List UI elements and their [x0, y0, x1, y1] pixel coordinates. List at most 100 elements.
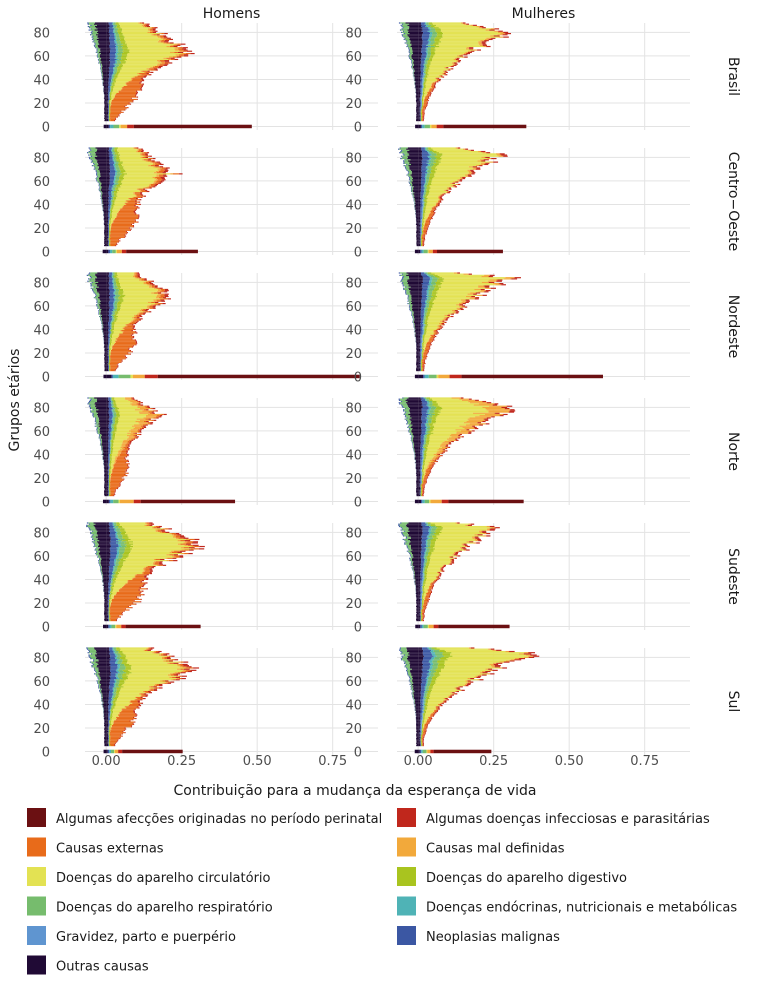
- bar-segment: [423, 219, 427, 221]
- bar-segment: [106, 193, 109, 195]
- bar-segment: [435, 77, 436, 79]
- bar-segment: [111, 341, 116, 343]
- bar-segment: [108, 340, 110, 342]
- bar-segment-negative: [94, 168, 99, 170]
- bar-segment-negative: [98, 313, 101, 315]
- bar-segment-negative: [86, 152, 89, 154]
- bar-segment: [455, 183, 458, 186]
- bar-segment: [112, 321, 115, 323]
- bar-segment-negative: [414, 82, 419, 84]
- bar-segment: [425, 87, 432, 89]
- bar-segment-negative: [411, 187, 413, 189]
- bar-segment: [142, 311, 146, 313]
- bar-segment: [454, 57, 457, 59]
- bar-segment: [113, 27, 117, 29]
- bar-segment: [426, 203, 436, 206]
- bar-segment: [460, 22, 463, 24]
- bar-segment: [421, 51, 427, 53]
- bar-segment: [110, 118, 116, 121]
- bar-segment: [115, 189, 120, 191]
- bar-segment: [116, 294, 121, 296]
- bar-segment: [106, 328, 109, 331]
- bar-segment: [422, 350, 424, 352]
- bar-segment: [418, 364, 420, 366]
- bar-segment-negative: [102, 327, 107, 329]
- bar-segment: [418, 116, 420, 118]
- bar-segment-negative: [413, 74, 415, 76]
- bar-segment-negative: [409, 52, 411, 55]
- bar-segment-negative: [409, 50, 413, 52]
- bar-segment-negative: [409, 23, 419, 25]
- bar-segment: [110, 82, 112, 84]
- bar-segment: [137, 150, 141, 153]
- bar-segment-negative: [405, 166, 410, 168]
- bar-segment-negative: [409, 48, 412, 50]
- bar-segment: [423, 228, 428, 230]
- bar-segment: [106, 366, 109, 368]
- bar-segment: [421, 166, 427, 168]
- bar-segment: [110, 326, 112, 328]
- bar-segment: [418, 58, 422, 61]
- bar-segment: [113, 77, 117, 79]
- bar-segment: [120, 170, 126, 173]
- bar-segment-negative: [416, 358, 419, 360]
- bar-segment: [115, 23, 120, 25]
- bar-segment: [109, 277, 113, 279]
- bar-segment: [167, 37, 171, 39]
- bar-segment-negative: [94, 163, 99, 166]
- bar-segment: [115, 78, 132, 81]
- bar-segment: [421, 354, 423, 356]
- bar-segment: [106, 273, 110, 275]
- bar-segment: [420, 192, 424, 194]
- bar-segment: [156, 287, 160, 289]
- bar-segment: [115, 290, 120, 292]
- bar-segment-negative: [400, 157, 402, 160]
- bar-segment: [117, 149, 138, 151]
- bar-segment: [427, 169, 431, 171]
- bar-segment-negative: [103, 346, 107, 348]
- bar-segment: [107, 214, 110, 216]
- bar-segment: [107, 116, 110, 118]
- bar-segment: [163, 298, 168, 300]
- bar-segment: [143, 76, 146, 78]
- bar-segment: [110, 104, 126, 106]
- bar-segment: [140, 153, 142, 155]
- bar-segment: [431, 83, 432, 85]
- bar-segment-negative: [94, 278, 107, 280]
- bar-segment: [106, 295, 110, 298]
- bar-segment: [419, 361, 421, 363]
- bar-segment: [118, 187, 144, 189]
- bar-segment: [160, 294, 165, 296]
- bar-segment-negative: [97, 162, 107, 164]
- bar-segment-negative: [416, 225, 419, 227]
- bar-segment-negative: [96, 301, 98, 303]
- bar-segment: [114, 30, 118, 32]
- bar-segment-negative: [99, 179, 107, 181]
- bar-segment-negative: [95, 51, 97, 53]
- bar-segment: [118, 153, 141, 155]
- bar-segment: [426, 77, 436, 79]
- bar-segment: [137, 148, 139, 150]
- bar-segment: [106, 219, 109, 221]
- bar-segment-negative: [92, 35, 94, 37]
- bar-segment: [108, 201, 111, 203]
- bar-segment: [114, 76, 118, 78]
- bar-segment: [421, 242, 424, 244]
- bar-segment: [109, 109, 111, 111]
- bar-segment: [423, 200, 424, 202]
- bar-segment: [436, 124, 444, 129]
- bar-segment: [109, 101, 111, 103]
- bar-segment: [116, 77, 131, 79]
- bar-segment: [139, 278, 142, 280]
- bar-segment: [163, 170, 168, 173]
- bar-segment: [164, 293, 169, 295]
- bar-segment: [419, 237, 421, 240]
- bar-segment: [119, 172, 124, 174]
- bar-segment: [421, 55, 426, 57]
- bar-segment: [424, 97, 429, 99]
- bar-segment-negative: [99, 190, 101, 193]
- bar-segment: [108, 236, 110, 238]
- bar-segment: [432, 208, 435, 210]
- bar-segment: [135, 90, 138, 92]
- bar-segment: [106, 292, 109, 294]
